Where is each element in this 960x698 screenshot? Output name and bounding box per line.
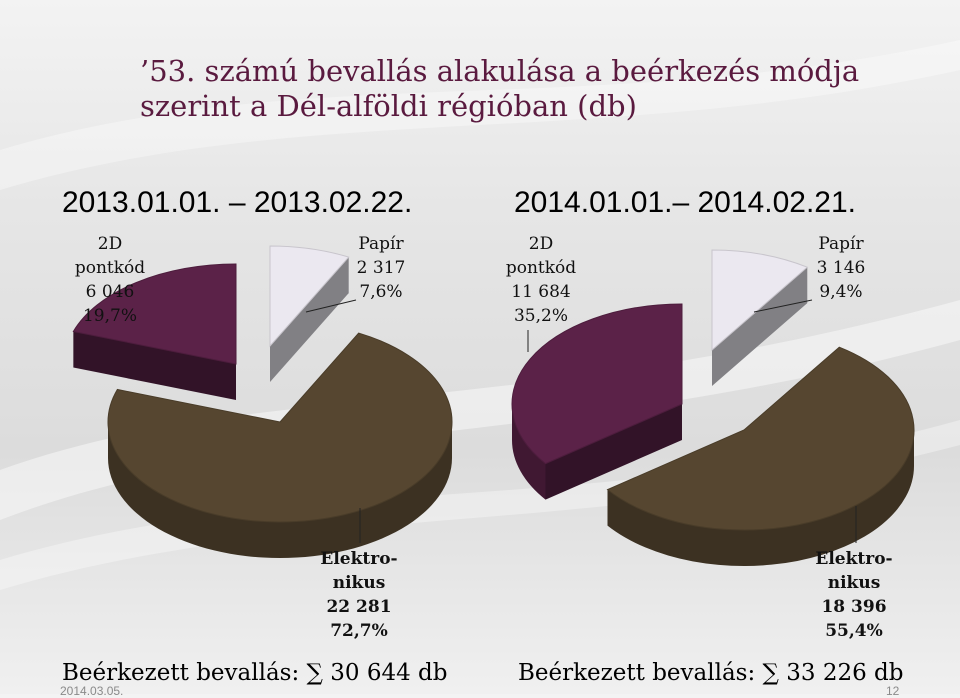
chart1-label-2d-line1: 2D bbox=[97, 234, 123, 254]
chart1-label-elektronikus: Elektro- nikus 22 281 72,7% bbox=[314, 547, 404, 643]
chart2-label-2d-line2: pontkód bbox=[505, 258, 577, 278]
chart2-slice-2d-side-a bbox=[545, 404, 682, 500]
page-number: 12 bbox=[886, 684, 900, 698]
chart1-label-el-line1: Elektro- bbox=[320, 549, 398, 569]
chart2-slice-2d-rim bbox=[512, 404, 546, 500]
chart2-label-2d-value: 11 684 bbox=[511, 282, 571, 302]
chart2-label-2d-line1: 2D bbox=[528, 234, 554, 254]
chart2-slice-elektronikus-rim bbox=[607, 430, 914, 566]
chart1-slice-papir-side-b bbox=[270, 257, 349, 382]
chart2-label-papir-name: Papír bbox=[818, 234, 864, 254]
chart1-label-2d-percent: 19,7% bbox=[82, 306, 137, 326]
footer-date: 2014.03.05. bbox=[60, 684, 124, 698]
chart1-label-2d-value: 6 046 bbox=[85, 282, 135, 302]
chart1-slice-2d-side-a bbox=[73, 331, 236, 400]
chart1-label-papir: Papír 2 317 7,6% bbox=[336, 232, 426, 304]
chart2-label-papir: Papír 3 146 9,4% bbox=[796, 232, 886, 304]
chart2-label-elektronikus: Elektro- nikus 18 396 55,4% bbox=[809, 547, 899, 643]
chart2-slice-papir-side-b bbox=[712, 267, 808, 386]
chart2-slice-elektronikus bbox=[606, 346, 915, 531]
chart1-slice-papir bbox=[269, 245, 350, 348]
chart1-label-el-value: 22 281 bbox=[326, 597, 392, 617]
chart2-label-el-line2: nikus bbox=[827, 573, 881, 593]
chart1-slice-elektronikus bbox=[107, 332, 453, 523]
chart2-label-papir-percent: 9,4% bbox=[819, 282, 863, 302]
chart2-label-el-percent: 55,4% bbox=[825, 621, 883, 641]
chart2-label-el-line1: Elektro- bbox=[815, 549, 893, 569]
chart1-label-papir-value: 2 317 bbox=[356, 258, 406, 278]
chart1-period: 2013.01.01. – 2013.02.22. bbox=[62, 186, 413, 219]
chart2-period: 2014.01.01.– 2014.02.21. bbox=[514, 186, 856, 219]
chart1-label-papir-percent: 7,6% bbox=[359, 282, 403, 302]
chart1-label-2d: 2D pontkód 6 046 19,7% bbox=[65, 232, 155, 328]
chart1-label-2d-line2: pontkód bbox=[74, 258, 146, 278]
chart2-total: Beérkezett bevallás: ∑ 33 226 db bbox=[518, 660, 904, 686]
chart1-leader-line-1 bbox=[305, 299, 357, 313]
chart2-label-el-value: 18 396 bbox=[821, 597, 887, 617]
chart1-slice-2d bbox=[72, 263, 237, 365]
chart1-slice-elektronikus-rim bbox=[108, 422, 452, 558]
chart2-label-papir-value: 3 146 bbox=[816, 258, 866, 278]
chart1-label-el-percent: 72,7% bbox=[330, 621, 388, 641]
chart2-label-2d-percent: 35,2% bbox=[513, 306, 568, 326]
chart1-total: Beérkezett bevallás: ∑ 30 644 db bbox=[62, 660, 448, 686]
chart2-slice-papir bbox=[711, 249, 809, 352]
slide-title: ’53. számú bevallás alakulása a beérkezé… bbox=[140, 54, 860, 123]
chart2-label-2d: 2D pontkód 11 684 35,2% bbox=[496, 232, 586, 328]
chart2-slice-2d bbox=[511, 303, 683, 465]
chart2-leader-line-1 bbox=[753, 299, 813, 313]
chart1-label-el-line2: nikus bbox=[332, 573, 386, 593]
chart1-label-papir-name: Papír bbox=[358, 234, 404, 254]
